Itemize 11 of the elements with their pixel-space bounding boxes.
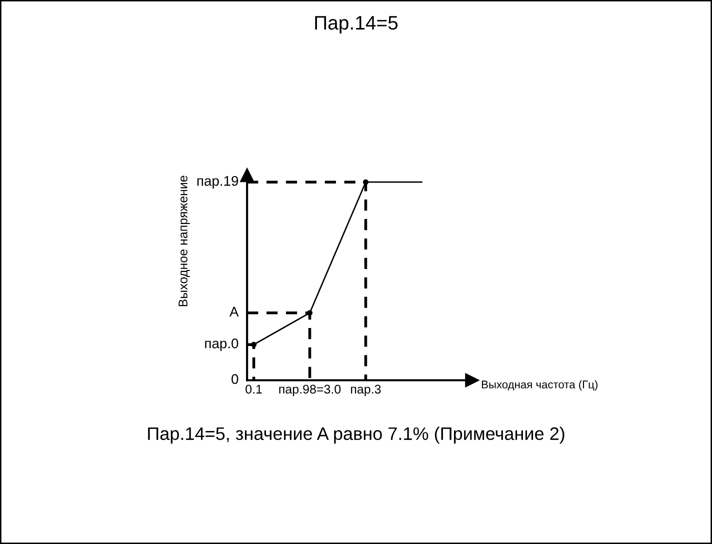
text: 0 xyxy=(232,374,238,384)
text: A xyxy=(229,306,239,316)
x-axis-title: Выходная частота (Гц) xyxy=(482,380,598,391)
text: пар.19 xyxy=(197,176,238,189)
text: пар.0 xyxy=(205,338,238,352)
y-axis-title: Выходное напряжение xyxy=(178,176,190,306)
x-tick-label: пар.98=3.0 xyxy=(279,384,341,396)
x-tick-label: 0.1 xyxy=(246,384,262,394)
text: Пар.14=5, значение A равно 7.1% (Примечание 2) xyxy=(148,426,564,444)
chart-title: Пар.14=5 xyxy=(315,16,398,34)
x-tick-label: пар.3 xyxy=(351,384,381,396)
